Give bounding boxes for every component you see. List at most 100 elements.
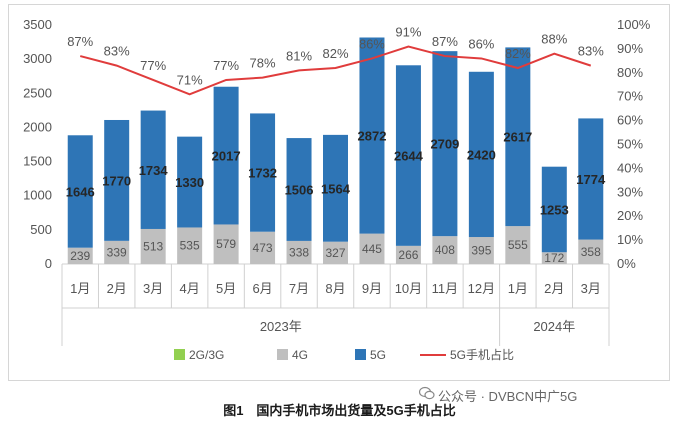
bar-4g xyxy=(213,224,239,264)
label-5g: 1506 xyxy=(285,183,314,198)
label-4g: 513 xyxy=(143,239,163,253)
label-5g-share: 87% xyxy=(67,34,93,49)
x-tick-label: 3月 xyxy=(581,281,601,296)
bar-5g xyxy=(177,136,203,228)
y-left-tick-label: 500 xyxy=(30,222,52,237)
x-tick-label: 10月 xyxy=(395,281,422,296)
label-5g-share: 83% xyxy=(578,44,604,59)
bar-5g xyxy=(213,86,239,225)
label-5g-share: 82% xyxy=(505,46,531,61)
label-5g-share: 81% xyxy=(286,48,312,63)
label-4g: 172 xyxy=(544,251,564,265)
y-right-tick-label: 80% xyxy=(617,65,643,80)
label-4g: 408 xyxy=(435,243,455,257)
y-left-tick-label: 2500 xyxy=(23,85,52,100)
bar-4g xyxy=(541,252,567,264)
x-tick-label: 12月 xyxy=(468,281,495,296)
chart-svg: 0 500 1000 1500 2000 2500 3000 3500 0% 10% 20% 30% 4… xyxy=(23,17,651,362)
legend-swatch xyxy=(174,349,185,360)
label-4g: 555 xyxy=(508,238,528,252)
label-4g: 395 xyxy=(471,244,491,258)
bar-4g xyxy=(177,227,203,264)
y-right-tick-label: 100% xyxy=(617,17,651,32)
label-4g: 327 xyxy=(325,246,345,260)
line-5g-share xyxy=(79,45,592,96)
bar-5g xyxy=(140,110,166,229)
label-5g-share: 91% xyxy=(395,25,421,40)
label-4g: 579 xyxy=(216,237,236,251)
legend-swatch xyxy=(355,349,366,360)
wechat-icon xyxy=(419,386,435,400)
label-5g-share: 77% xyxy=(140,58,166,73)
bar-5g xyxy=(468,71,494,238)
legend-label: 4G xyxy=(292,348,308,362)
bar-5g xyxy=(286,138,312,241)
chart-frame: 0 500 1000 1500 2000 2500 3000 3500 0% 10% 20% 30% 4… xyxy=(8,4,670,381)
label-5g: 1253 xyxy=(540,202,569,217)
label-5g-share: 88% xyxy=(541,32,567,47)
y-left-tick-label: 2000 xyxy=(23,119,52,134)
bar-5g xyxy=(541,166,567,253)
label-5g-share: 78% xyxy=(250,56,276,71)
legend-swatch xyxy=(277,349,288,360)
y-left-tick-label: 0 xyxy=(45,256,52,271)
y-left-tick-label: 1500 xyxy=(23,154,52,169)
label-5g: 2872 xyxy=(358,129,387,144)
label-5g: 1734 xyxy=(139,163,169,178)
label-4g: 535 xyxy=(180,239,200,253)
y-right-tick-label: 40% xyxy=(617,160,643,175)
label-5g: 2709 xyxy=(430,137,459,152)
x-tick-label: 1月 xyxy=(508,281,528,296)
y-right-tick-label: 30% xyxy=(617,184,643,199)
label-5g-share: 71% xyxy=(177,72,203,87)
watermark-text: 公众号 · DVBCN中广5G xyxy=(438,389,578,404)
figure-caption: 图1 国内手机市场出货量及5G手机占比 xyxy=(223,403,456,418)
bar-4g xyxy=(578,239,604,264)
y-left-tick-label: 3500 xyxy=(23,17,52,32)
bar-5g xyxy=(505,47,531,227)
label-5g-share: 83% xyxy=(104,44,130,59)
bar-4g xyxy=(140,228,166,264)
x-tick-label: 5月 xyxy=(216,281,236,296)
y-right-tick-label: 50% xyxy=(617,137,643,152)
x-tick-label: 1月 xyxy=(70,281,90,296)
y-right-tick-label: 90% xyxy=(617,41,643,56)
bar-5g xyxy=(250,113,276,232)
x-tick-label: 8月 xyxy=(325,281,345,296)
label-5g: 1646 xyxy=(66,184,95,199)
bar-4g xyxy=(250,231,276,264)
label-4g: 358 xyxy=(581,245,601,259)
label-4g: 266 xyxy=(398,248,418,262)
bar-4g xyxy=(323,241,348,264)
x-tick-label: 7月 xyxy=(289,281,309,296)
label-5g: 1774 xyxy=(576,172,606,187)
x-tick-label: 2月 xyxy=(107,281,127,296)
y-right-tick-label: 0% xyxy=(617,256,636,271)
y-right-tick-label: 70% xyxy=(617,89,643,104)
label-5g-share: 82% xyxy=(322,46,348,61)
bar-4g xyxy=(432,236,458,264)
legend-label: 2G/3G xyxy=(189,348,224,362)
bar-5g xyxy=(432,51,458,237)
x-tick-label: 4月 xyxy=(180,281,200,296)
label-5g-share: 77% xyxy=(213,58,239,73)
label-5g: 2644 xyxy=(394,149,424,164)
label-5g: 2420 xyxy=(467,147,496,162)
y-right-tick-label: 60% xyxy=(617,113,643,128)
y-right-tick-label: 20% xyxy=(617,208,643,223)
bar-4g xyxy=(359,233,385,264)
label-4g: 338 xyxy=(289,245,309,259)
bar-5g xyxy=(104,119,130,241)
bar-4g xyxy=(505,226,531,264)
y-left-tick-label: 1000 xyxy=(23,188,52,203)
x-tick-label: 3月 xyxy=(143,281,163,296)
label-5g-share: 86% xyxy=(468,36,494,51)
label-4g: 445 xyxy=(362,242,382,256)
bar-5g xyxy=(578,118,604,240)
bar-4g xyxy=(468,237,494,264)
bar-4g xyxy=(67,247,93,264)
bar-5g xyxy=(67,135,93,248)
label-5g-share: 86% xyxy=(359,36,385,51)
label-5g: 1770 xyxy=(102,173,131,188)
bar-4g xyxy=(104,240,130,264)
